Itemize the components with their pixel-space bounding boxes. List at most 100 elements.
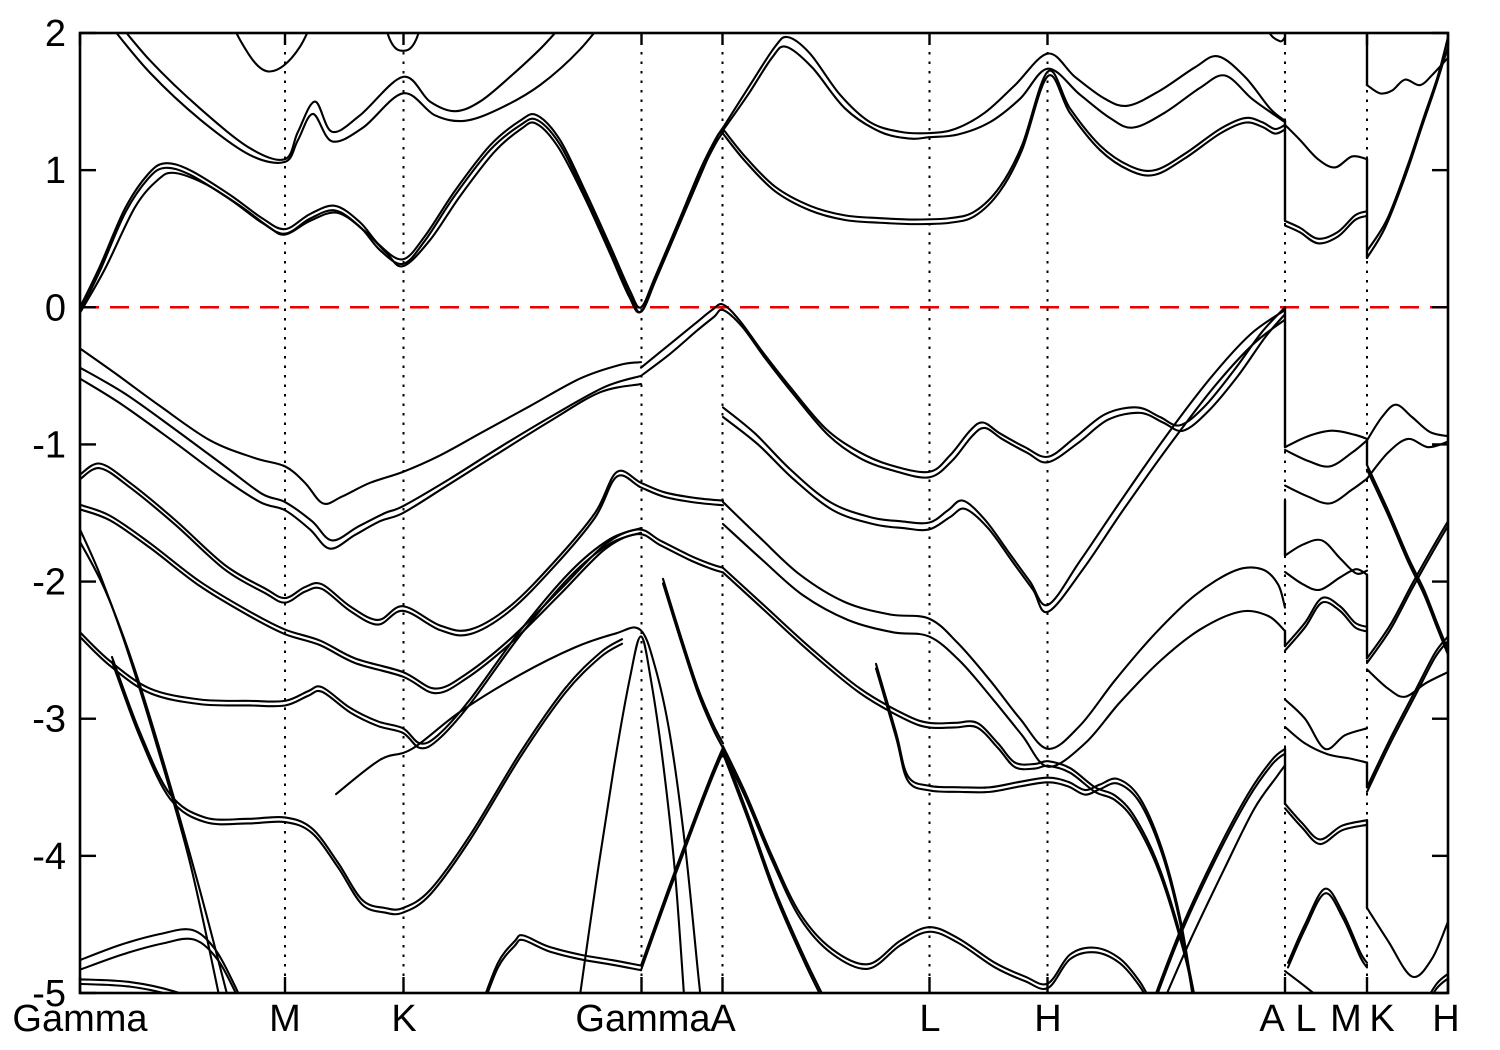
y-tick-label: 2	[45, 13, 66, 55]
band-line	[1365, 635, 1448, 789]
x-tick-label: A	[1259, 998, 1285, 1040]
band-line	[1365, 437, 1448, 480]
band-line	[639, 308, 1287, 479]
x-tick-label: Gamma	[12, 998, 148, 1040]
band-line	[80, 366, 643, 542]
y-tick-label: -5	[32, 973, 66, 1015]
band-line	[80, 528, 220, 993]
band-line	[1283, 429, 1369, 449]
band-line	[80, 347, 643, 505]
band-line-pair	[1156, 752, 1287, 993]
band-line	[1165, 764, 1287, 993]
band-line-pair	[661, 582, 725, 750]
band-line-pair	[721, 571, 1195, 993]
band-line-pair	[1286, 892, 1369, 969]
band-line	[721, 35, 1287, 135]
band-line-pair	[80, 508, 725, 695]
y-tick-label: 0	[45, 287, 66, 329]
x-tick-label: L	[919, 998, 940, 1040]
band-line-pair	[1365, 524, 1448, 665]
band-line	[721, 745, 1148, 993]
x-tick-label: K	[391, 998, 416, 1040]
x-tick-label: H	[1432, 998, 1459, 1040]
x-tick-label: L	[1295, 998, 1316, 1040]
band-line-pair	[1365, 639, 1448, 793]
x-tick-label: A	[710, 998, 736, 1040]
band-line	[1283, 439, 1369, 468]
y-tick-label: -1	[32, 424, 66, 466]
band-line	[80, 462, 725, 632]
band-line	[1268, 33, 1287, 43]
band-line	[80, 928, 240, 993]
band-line	[1365, 520, 1448, 660]
band-line-pair	[721, 749, 1146, 993]
plot-border	[78, 31, 1450, 995]
x-tick-label: M	[1330, 998, 1362, 1040]
band-line	[1283, 970, 1316, 993]
x-tick-label: K	[1369, 998, 1394, 1040]
band-line	[721, 45, 1287, 140]
y-tick-label: 1	[45, 150, 66, 192]
band-line	[1283, 596, 1369, 648]
x-tick-label: Gamma	[575, 998, 711, 1040]
band-line-pair	[721, 74, 1287, 226]
band-line-pair	[110, 642, 624, 916]
y-tick-label: -2	[32, 562, 66, 604]
band-line	[1283, 698, 1369, 751]
band-line	[1283, 802, 1369, 841]
band-line	[1283, 477, 1369, 505]
band-line	[721, 318, 1287, 614]
band-line	[1429, 972, 1448, 993]
band-line	[80, 978, 183, 993]
y-tick-label: -4	[32, 836, 66, 878]
band-line	[80, 377, 643, 550]
band-line	[1365, 36, 1448, 253]
ticks-group	[78, 31, 1450, 995]
band-line	[334, 626, 702, 993]
band-line	[721, 522, 1287, 768]
band-line-pair	[1283, 214, 1369, 245]
band-line	[721, 747, 823, 993]
band-line	[721, 566, 1195, 993]
band-line	[1283, 538, 1369, 575]
band-line	[874, 662, 1195, 993]
band-line-pair	[80, 531, 643, 750]
band-line	[110, 638, 624, 911]
band-line-pair	[1283, 600, 1369, 652]
band-line	[639, 746, 725, 967]
band-line	[661, 577, 725, 745]
band-line-pair	[80, 467, 725, 637]
band-line-pair	[639, 751, 725, 972]
band-line	[1365, 668, 1448, 698]
band-line	[721, 308, 1287, 607]
band-line	[1283, 123, 1369, 169]
band-line	[386, 33, 420, 52]
band-line	[80, 527, 643, 745]
x-tick-label: H	[1034, 998, 1061, 1040]
x-tick-label: M	[269, 998, 301, 1040]
band-line	[80, 937, 237, 993]
band-line-pair	[80, 982, 168, 993]
band-line	[1365, 403, 1448, 442]
band-line	[721, 69, 1287, 221]
band-line	[80, 121, 725, 314]
band-line	[1286, 887, 1369, 964]
band-line	[80, 113, 725, 309]
band-line	[1283, 568, 1369, 592]
band-line	[1365, 56, 1448, 95]
band-line	[1365, 906, 1448, 979]
band-line	[721, 500, 1287, 750]
band-line	[235, 33, 309, 73]
band-line	[125, 33, 557, 161]
bands-group	[80, 33, 1448, 993]
band-line	[579, 635, 685, 993]
band-line-pair	[486, 938, 643, 993]
band-line-pair	[1432, 977, 1448, 993]
band-line	[115, 33, 596, 164]
band-line	[80, 503, 725, 690]
band-line-pair	[721, 752, 821, 993]
